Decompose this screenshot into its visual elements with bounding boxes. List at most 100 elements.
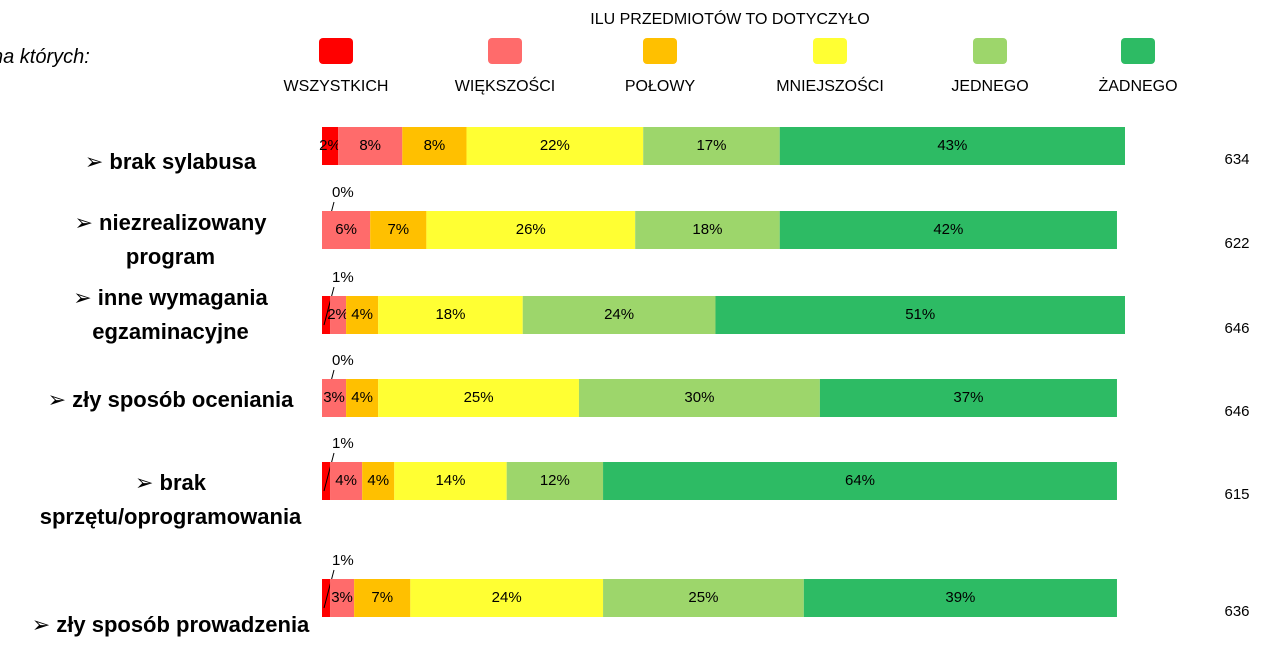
bar-segment bbox=[643, 127, 780, 165]
total-label: 636 bbox=[1224, 603, 1249, 620]
bar-segment bbox=[378, 379, 579, 417]
bar-segment bbox=[819, 379, 1117, 417]
bar-segment bbox=[506, 462, 604, 500]
bar-segment bbox=[779, 127, 1125, 165]
value-label: 1% bbox=[332, 435, 354, 452]
value-label: 1% bbox=[332, 269, 354, 286]
legend-swatch bbox=[488, 38, 522, 64]
value-label: 4% bbox=[351, 389, 373, 406]
value-label: 3% bbox=[323, 389, 345, 406]
value-label: 18% bbox=[435, 306, 465, 323]
value-label: 0% bbox=[332, 352, 354, 369]
bar-segment bbox=[410, 579, 604, 617]
value-label: 25% bbox=[464, 389, 494, 406]
bar-segment bbox=[322, 296, 331, 334]
value-label: 2% bbox=[327, 306, 349, 323]
value-label: 64% bbox=[845, 472, 875, 489]
bar-segment bbox=[322, 579, 331, 617]
value-label: 6% bbox=[335, 221, 357, 238]
leader-line bbox=[323, 569, 335, 609]
value-label: 17% bbox=[696, 137, 726, 154]
caption: na których: bbox=[0, 46, 90, 68]
value-label: 51% bbox=[905, 306, 935, 323]
value-label: 1% bbox=[332, 552, 354, 569]
value-label: 8% bbox=[424, 137, 446, 154]
value-label: 4% bbox=[335, 472, 357, 489]
value-label: 7% bbox=[387, 221, 409, 238]
value-label: 3% bbox=[331, 589, 353, 606]
value-label: 43% bbox=[937, 137, 967, 154]
value-label: 22% bbox=[540, 137, 570, 154]
value-label: 8% bbox=[359, 137, 381, 154]
bar-segment bbox=[346, 379, 379, 417]
legend-swatch bbox=[643, 38, 677, 64]
value-label: 37% bbox=[953, 389, 983, 406]
bar-segment bbox=[322, 211, 371, 249]
legend-swatch bbox=[319, 38, 353, 64]
value-label: 14% bbox=[435, 472, 465, 489]
value-label: 24% bbox=[492, 589, 522, 606]
value-label: 4% bbox=[351, 306, 373, 323]
bar-segment bbox=[779, 211, 1117, 249]
bar-segment bbox=[394, 462, 507, 500]
value-label: 24% bbox=[604, 306, 634, 323]
bar-segment bbox=[522, 296, 716, 334]
bar-segment bbox=[402, 127, 467, 165]
legend-label: MNIEJSZOŚCI bbox=[776, 76, 884, 95]
legend-label: WSZYSTKICH bbox=[284, 78, 389, 95]
value-label: 42% bbox=[933, 221, 963, 238]
category-label: ➢ zły sposób oceniania bbox=[47, 386, 294, 412]
bar-segment bbox=[426, 211, 636, 249]
bar-segment bbox=[603, 579, 804, 617]
bar-segment bbox=[635, 211, 780, 249]
bar-segment bbox=[330, 462, 363, 500]
value-label: 7% bbox=[371, 589, 393, 606]
value-label: 4% bbox=[367, 472, 389, 489]
total-label: 615 bbox=[1224, 486, 1249, 503]
value-label: 18% bbox=[692, 221, 722, 238]
legend-label: ŻADNEGO bbox=[1098, 76, 1177, 95]
category-label: ➢ brak sprzętu/oprogramowania bbox=[39, 469, 302, 529]
category-label: ➢ zły sposób prowadzenia bbox=[31, 611, 310, 637]
legend-title: ILU PRZEDMIOTÓW TO DOTYCZYŁO bbox=[590, 9, 869, 28]
bar-segment bbox=[466, 127, 644, 165]
value-label: 39% bbox=[945, 589, 975, 606]
value-label: 12% bbox=[540, 472, 570, 489]
total-label: 646 bbox=[1224, 320, 1249, 337]
value-label: 2% bbox=[319, 137, 341, 154]
leader-line bbox=[323, 286, 335, 326]
total-label: 634 bbox=[1224, 151, 1249, 168]
legend-swatch bbox=[973, 38, 1007, 64]
value-label: 25% bbox=[688, 589, 718, 606]
bar-segment bbox=[330, 296, 347, 334]
leader-line bbox=[323, 452, 335, 492]
legend-label: JEDNEGO bbox=[951, 78, 1028, 95]
total-label: 646 bbox=[1224, 403, 1249, 420]
bar-segment bbox=[338, 127, 403, 165]
bar-segment bbox=[322, 127, 339, 165]
total-label: 622 bbox=[1224, 235, 1249, 252]
bar-segment bbox=[603, 462, 1117, 500]
bar-segment bbox=[362, 462, 395, 500]
bar-segment bbox=[715, 296, 1125, 334]
bar-segment bbox=[322, 462, 331, 500]
bar-segment bbox=[346, 296, 379, 334]
category-label: ➢ niezrealizowany program bbox=[74, 209, 267, 269]
legend-label: POŁOWY bbox=[625, 78, 696, 95]
category-label: ➢ brak sylabusa bbox=[84, 148, 257, 174]
bar-segment bbox=[322, 379, 347, 417]
bar-segment bbox=[378, 296, 523, 334]
legend-label: WIĘKSZOŚCI bbox=[455, 76, 555, 95]
value-label: 26% bbox=[516, 221, 546, 238]
legend-swatch bbox=[813, 38, 847, 64]
bar-segment bbox=[578, 379, 820, 417]
value-label: 0% bbox=[332, 184, 354, 201]
bar-segment bbox=[370, 211, 427, 249]
legend-swatch bbox=[1121, 38, 1155, 64]
bar-segment bbox=[330, 579, 355, 617]
value-label: 30% bbox=[684, 389, 714, 406]
bar-segment bbox=[803, 579, 1117, 617]
category-label: ➢ inne wymagania egzaminacyjne bbox=[73, 284, 268, 344]
